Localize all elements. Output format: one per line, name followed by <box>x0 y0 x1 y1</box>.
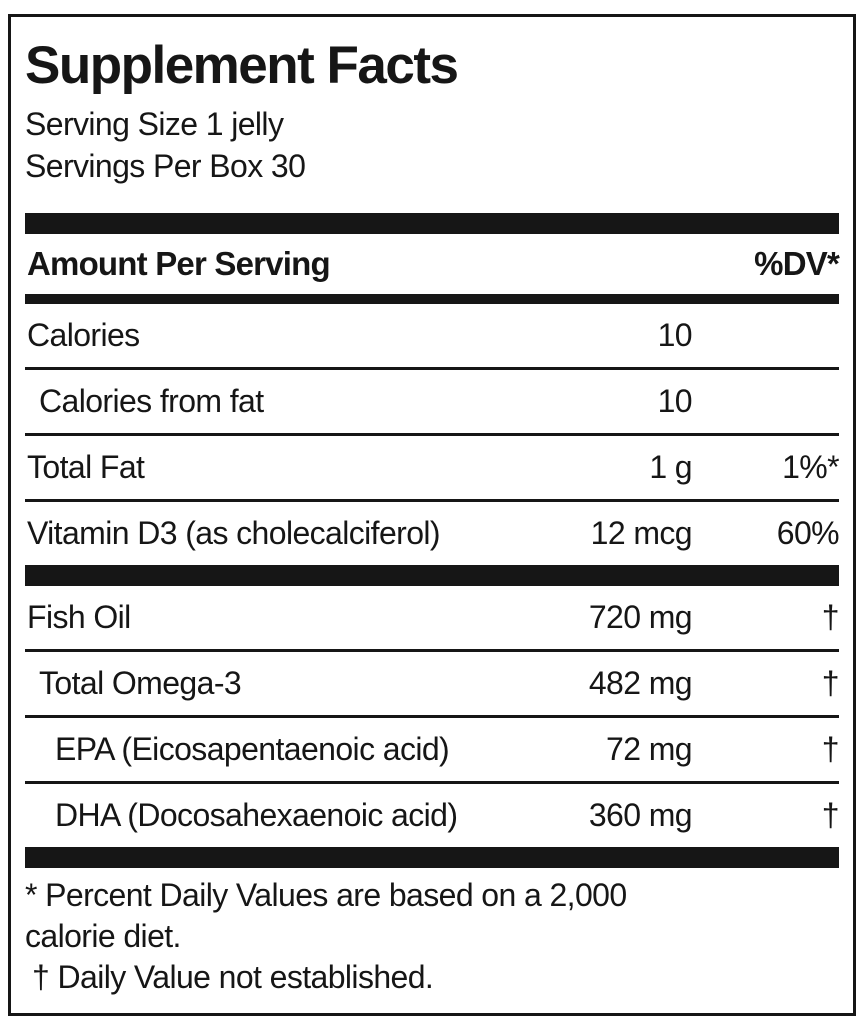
nutrient-dv: † <box>821 665 840 701</box>
footnote-daily-value: † Daily Value not established. <box>32 959 434 995</box>
row-divider <box>25 433 839 436</box>
nutrient-row-calories-from-fat: Calories from fat 10 <box>25 370 839 433</box>
serving-size-text: Serving Size 1 jelly <box>25 106 284 142</box>
row-divider <box>25 367 839 370</box>
nutrient-name: Calories from fat <box>39 383 264 419</box>
nutrient-dv: † <box>821 797 840 833</box>
label-title: Supplement Facts <box>25 36 459 95</box>
nutrient-dv: 60% <box>776 515 840 551</box>
nutrient-name: EPA (Eicosapentaenoic acid) <box>55 731 450 767</box>
nutrient-row-vitamin-d3: Vitamin D3 (as cholecalciferol) 12 mcg 6… <box>25 502 840 565</box>
nutrient-amount: 12 mcg <box>590 515 693 551</box>
nutrient-name: Total Omega-3 <box>39 665 242 701</box>
nutrient-name: Total Fat <box>27 449 145 485</box>
row-divider <box>25 649 839 652</box>
percent-dv-header: %DV* <box>754 245 840 282</box>
separator-bar-thick <box>25 213 839 234</box>
amount-per-serving-header: Amount Per Serving <box>27 245 331 282</box>
nutrient-dv: † <box>821 731 840 767</box>
nutrient-row-calories: Calories 10 <box>25 304 839 367</box>
nutrient-amount: 360 mg <box>588 797 693 833</box>
nutrient-amount: 1 g <box>649 449 692 485</box>
nutrient-row-total-omega-3: Total Omega-3 482 mg † <box>25 652 840 715</box>
nutrient-amount: 482 mg <box>588 665 693 701</box>
nutrient-row-total-fat: Total Fat 1 g 1%* <box>25 436 840 499</box>
nutrient-name: Calories <box>27 317 140 353</box>
nutrient-name: Fish Oil <box>27 599 131 635</box>
row-divider <box>25 781 839 784</box>
footnote-percent-dv-line1: * Percent Daily Values are based on a 2,… <box>25 877 627 913</box>
separator-bar-thick <box>25 847 839 868</box>
nutrient-row-epa: EPA (Eicosapentaenoic acid) 72 mg † <box>25 718 840 781</box>
separator-bar-medium <box>25 294 839 304</box>
nutrient-amount: 72 mg <box>606 731 693 767</box>
row-divider <box>25 499 839 502</box>
nutrient-amount: 720 mg <box>588 599 693 635</box>
row-divider <box>25 715 839 718</box>
servings-per-box-text: Servings Per Box 30 <box>25 148 306 184</box>
footnote-percent-dv-line2: calorie diet. <box>25 918 181 954</box>
separator-bar-thick <box>25 565 839 586</box>
nutrient-row-fish-oil: Fish Oil 720 mg † <box>25 586 840 649</box>
nutrient-name: Vitamin D3 (as cholecalciferol) <box>27 515 441 551</box>
nutrient-dv: 1%* <box>782 449 840 485</box>
serving-info: Serving Size 1 jelly Servings Per Box 30 <box>25 103 839 187</box>
nutrient-amount: 10 <box>657 383 693 419</box>
footnotes: * Percent Daily Values are based on a 2,… <box>25 875 839 998</box>
supplement-facts-panel: Supplement Facts Serving Size 1 jelly Se… <box>8 14 856 1016</box>
nutrient-row-dha: DHA (Docosahexaenoic acid) 360 mg † <box>25 784 840 847</box>
nutrient-dv: † <box>821 599 840 635</box>
column-header-row: Amount Per Serving %DV* <box>25 234 840 294</box>
nutrient-amount: 10 <box>657 317 693 353</box>
nutrient-name: DHA (Docosahexaenoic acid) <box>55 797 458 833</box>
